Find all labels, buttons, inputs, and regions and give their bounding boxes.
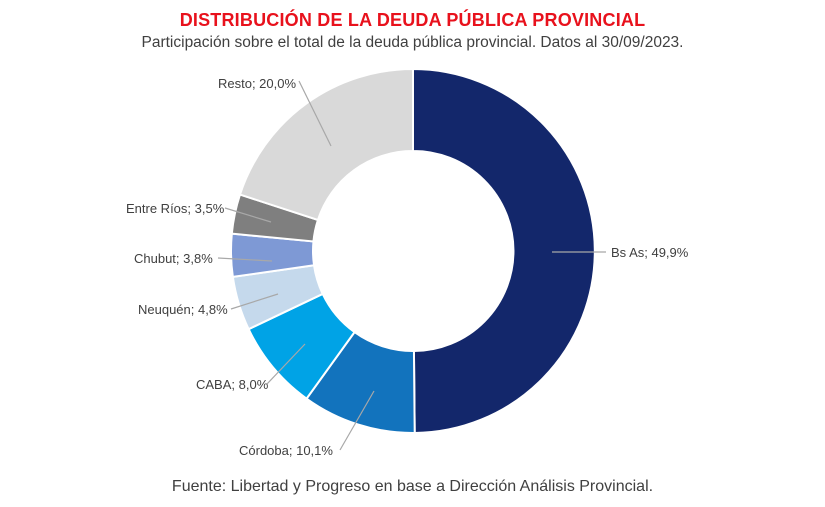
slice-label-neuquen: Neuquén; 4,8% <box>138 302 228 317</box>
slice-label-caba: CABA; 8,0% <box>196 377 269 392</box>
leader-line-entre-rios <box>224 207 272 223</box>
page-title: DISTRIBUCIÓN DE LA DEUDA PÚBLICA PROVINC… <box>179 10 646 30</box>
leader-line-caba <box>266 343 306 385</box>
leader-lines <box>217 80 606 451</box>
slice-bs-as <box>412 67 596 435</box>
leader-line-cordoba <box>339 390 375 451</box>
slice-label-entre-rios: Entre Ríos; 3,5% <box>126 201 225 216</box>
slice-resto <box>238 67 414 222</box>
donut-slices <box>230 67 596 435</box>
leader-line-resto <box>298 80 332 147</box>
leader-line-chubut <box>217 257 273 262</box>
slice-label-resto: Resto; 20,0% <box>218 76 297 91</box>
page-subtitle: Participación sobre el total de la deuda… <box>141 34 684 51</box>
slice-label-chubut: Chubut; 3,8% <box>134 251 213 266</box>
leader-line-neuquen <box>230 293 279 310</box>
slice-label-bsas: Bs As; 49,9% <box>611 245 689 260</box>
source-note: Fuente: Libertad y Progreso en base a Di… <box>171 478 654 495</box>
slice-label-cordoba: Córdoba; 10,1% <box>239 443 333 458</box>
